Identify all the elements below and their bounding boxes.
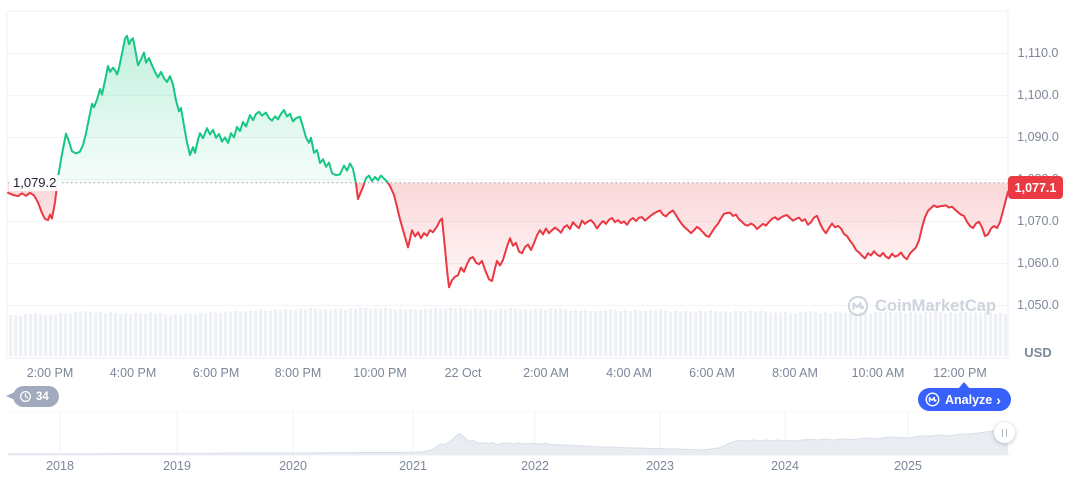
coinmarketcap-watermark: CoinMarketCap [847,295,996,317]
x-axis-label: 10:00 AM [851,366,905,380]
plot-frame [6,10,1009,359]
navigator-year-label: 2023 [646,459,674,473]
x-axis-label: 6:00 PM [192,366,240,380]
navigator-year-label: 2021 [399,459,427,473]
coinmarketcap-logo-icon [847,295,869,317]
baseline-price-label: 1,079.2 [9,175,61,191]
y-axis-label: 1,060.0 [1017,256,1059,271]
y-axis-label: 1,090.0 [1017,130,1059,145]
y-axis-label: 1,100.0 [1017,88,1059,103]
main-price-chart[interactable] [0,0,1072,410]
current-price-badge: 1,077.1 [1008,176,1063,199]
history-count: 34 [36,390,49,403]
navigator-area [8,427,1008,455]
x-axis-label: 4:00 AM [606,366,652,380]
chevron-right-icon: › [996,391,1001,408]
analyze-button-notch [958,382,970,389]
navigator-year-label: 2018 [46,459,74,473]
navigator-resize-handle[interactable] [994,422,1015,443]
x-axis-label: 10:00 PM [353,366,407,380]
y-axis-label: 1,110.0 [1017,46,1059,61]
coinmarketcap-logo-icon [925,392,940,407]
analyze-button[interactable]: Analyze › [918,382,1011,411]
price-line-red [7,182,1009,289]
x-axis-label: 4:00 PM [109,366,157,380]
watermark-text: CoinMarketCap [875,296,997,315]
price-area-below-baseline [8,182,1008,288]
volume-bars [9,307,1008,356]
history-count-badge: 34 [6,386,59,407]
navigator-year-label: 2025 [894,459,922,473]
navigator-year-label: 2019 [163,459,191,473]
y-axis-unit-label: USD [1024,345,1052,360]
clock-history-icon [19,390,32,403]
analyze-button-label: Analyze [945,392,993,407]
x-axis-label: 12:00 PM [933,366,987,380]
navigator-year-label: 2020 [279,459,307,473]
navigator-area-outline [8,426,1009,455]
y-axis-label: 1,070.0 [1017,214,1059,229]
x-axis-label: 8:00 PM [274,366,322,380]
y-axis-label: 1,050.0 [1017,298,1059,313]
x-axis-label: 2:00 PM [26,366,74,380]
price-area-above-baseline [8,35,1008,183]
x-axis-label: 6:00 AM [689,366,735,380]
navigator-year-label: 2022 [521,459,549,473]
range-navigator[interactable] [0,411,1072,477]
x-axis-label: 2:00 AM [523,366,569,380]
x-axis-label: 22 Oct [444,366,482,380]
price-line-green [56,34,390,183]
x-axis-label: 8:00 AM [772,366,818,380]
navigator-year-label: 2024 [771,459,799,473]
